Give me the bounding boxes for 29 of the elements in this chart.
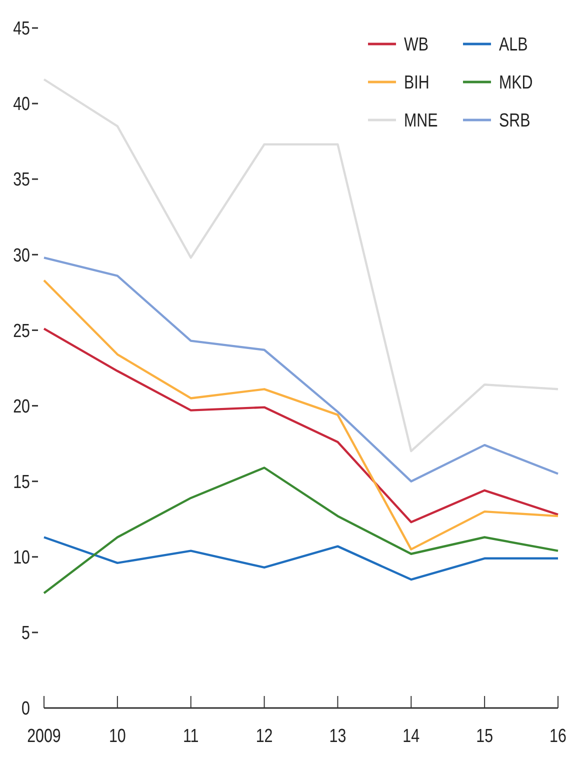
legend-label: WB — [404, 32, 428, 56]
x-tick-label: 10 — [108, 724, 126, 746]
x-tick-label: 15 — [476, 724, 494, 746]
legend-label: MNE — [404, 108, 438, 132]
x-tick-label: 14 — [402, 724, 420, 746]
y-tick-label: 0 — [22, 696, 30, 720]
x-tick-label: 16 — [550, 724, 566, 746]
y-tick-label: 45 — [13, 16, 30, 40]
y-tick-label: 40 — [13, 92, 30, 115]
x-tick-label: 12 — [256, 724, 273, 746]
y-tick-label: 15 — [13, 470, 30, 492]
legend-label: BIH — [404, 70, 430, 94]
y-tick-label: 25 — [13, 319, 30, 342]
x-tick-label: 2009 — [27, 724, 61, 746]
line-series — [42, 466, 560, 594]
y-tick-label: 20 — [13, 394, 30, 417]
y-tick-label: 5 — [22, 621, 30, 644]
line-series — [42, 328, 560, 524]
y-tick-label: 30 — [13, 244, 30, 266]
x-tick-label: 13 — [329, 724, 346, 746]
legend-label: SRB — [499, 108, 530, 132]
y-tick-label: 10 — [13, 546, 30, 568]
legend-label: MKD — [499, 70, 533, 94]
line-series — [42, 279, 560, 550]
y-tick-label: 35 — [13, 168, 30, 190]
legend-label: ALB — [499, 32, 528, 56]
line-series — [42, 536, 560, 581]
x-tick-label: 11 — [182, 724, 199, 746]
line-series — [42, 256, 560, 482]
